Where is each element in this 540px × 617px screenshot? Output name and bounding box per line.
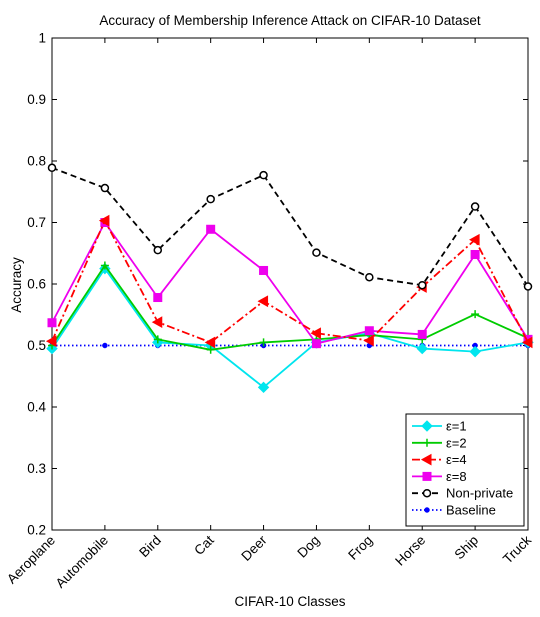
series-1 bbox=[46, 262, 534, 394]
y-tick-label: 0.6 bbox=[27, 277, 46, 292]
series-line bbox=[51, 267, 529, 389]
legend-label: ε=4 bbox=[446, 452, 467, 467]
x-axis-label: CIFAR-10 Classes bbox=[234, 594, 345, 609]
data-point bbox=[153, 335, 162, 344]
x-tick-label: Cat bbox=[191, 532, 217, 558]
data-point bbox=[469, 233, 480, 246]
data-point bbox=[365, 272, 374, 282]
legend-marker bbox=[422, 471, 432, 481]
data-point bbox=[206, 194, 215, 204]
legend-entry: ε=1 bbox=[412, 419, 467, 434]
x-tick-label: Bird bbox=[136, 533, 164, 561]
data-point bbox=[47, 163, 57, 173]
legend-box bbox=[405, 413, 525, 527]
series-line bbox=[51, 166, 529, 287]
legend-label: Non-private bbox=[446, 486, 513, 501]
data-point bbox=[523, 282, 533, 291]
data-point bbox=[206, 224, 216, 234]
x-tick-label: Aeroplane bbox=[4, 533, 58, 587]
y-tick-label: 0.3 bbox=[27, 461, 46, 476]
legend-marker bbox=[421, 420, 433, 432]
data-point bbox=[151, 316, 163, 328]
series-layer bbox=[45, 163, 534, 394]
data-point bbox=[100, 261, 109, 270]
data-point bbox=[257, 295, 269, 308]
y-tick-label: 0.7 bbox=[27, 215, 46, 230]
x-tick-label: Truck bbox=[500, 532, 534, 566]
y-tick-label: 0.9 bbox=[27, 92, 46, 107]
data-point bbox=[259, 170, 268, 180]
data-point bbox=[470, 249, 480, 259]
legend-marker bbox=[420, 453, 432, 466]
data-point bbox=[470, 202, 480, 211]
x-tick-label: Dog bbox=[294, 533, 322, 561]
data-point bbox=[312, 248, 321, 257]
legend-entry: ε=2 bbox=[412, 435, 467, 450]
data-point bbox=[469, 345, 481, 358]
data-point bbox=[153, 293, 163, 303]
series-non-private bbox=[47, 163, 533, 291]
data-point bbox=[417, 329, 427, 339]
data-point bbox=[471, 310, 480, 319]
legend-entry: ε=4 bbox=[412, 452, 467, 467]
data-point bbox=[521, 336, 533, 349]
data-point bbox=[310, 327, 321, 340]
x-tick-label: Horse bbox=[392, 533, 428, 569]
data-point bbox=[47, 318, 57, 328]
x-tick-label: Automobile bbox=[53, 533, 111, 591]
data-point bbox=[259, 338, 268, 347]
legend-label: Baseline bbox=[446, 503, 496, 518]
chart-title: Accuracy of Membership Inference Attack … bbox=[99, 13, 480, 28]
x-tick-label: Frog bbox=[345, 533, 375, 563]
legend-entry: Non-private bbox=[412, 486, 513, 501]
series-line bbox=[51, 219, 529, 344]
data-point bbox=[45, 335, 57, 348]
legend-entry: ε=8 bbox=[412, 469, 467, 484]
data-point bbox=[98, 214, 110, 227]
y-tick-label: 0.4 bbox=[27, 400, 46, 415]
y-tick-label: 1 bbox=[38, 31, 46, 46]
data-point bbox=[100, 183, 110, 193]
x-tick-label: Deer bbox=[238, 532, 270, 564]
legend-label: ε=2 bbox=[446, 435, 467, 450]
legend-marker bbox=[424, 507, 430, 513]
data-point bbox=[204, 336, 216, 349]
series-8 bbox=[47, 218, 533, 349]
legend-label: ε=8 bbox=[446, 469, 467, 484]
legend-marker bbox=[423, 438, 431, 447]
legend-entry: Baseline bbox=[412, 503, 496, 518]
legend: ε=1ε=2 ε=4 ε=8 Non-private Baseline bbox=[405, 413, 525, 527]
x-tick-label: Ship bbox=[452, 533, 482, 563]
y-tick-label: 0.8 bbox=[27, 154, 46, 169]
data-point bbox=[416, 342, 428, 355]
series-line bbox=[51, 221, 529, 345]
data-point bbox=[206, 345, 215, 354]
series-4 bbox=[45, 214, 533, 349]
y-tick-label: 0.2 bbox=[27, 523, 46, 538]
data-point bbox=[257, 381, 270, 394]
data-point bbox=[102, 342, 108, 349]
data-point bbox=[417, 280, 427, 290]
data-point bbox=[364, 326, 374, 336]
data-point bbox=[311, 339, 321, 349]
data-point bbox=[153, 245, 163, 255]
series-line bbox=[51, 264, 529, 351]
data-point bbox=[363, 334, 374, 347]
y-tick-label: 0.5 bbox=[27, 338, 46, 353]
legend-marker bbox=[422, 488, 432, 498]
legend-label: ε=1 bbox=[446, 419, 467, 434]
data-point bbox=[259, 265, 269, 275]
y-axis-label: Accuracy bbox=[9, 257, 24, 313]
series-baseline bbox=[49, 342, 531, 349]
